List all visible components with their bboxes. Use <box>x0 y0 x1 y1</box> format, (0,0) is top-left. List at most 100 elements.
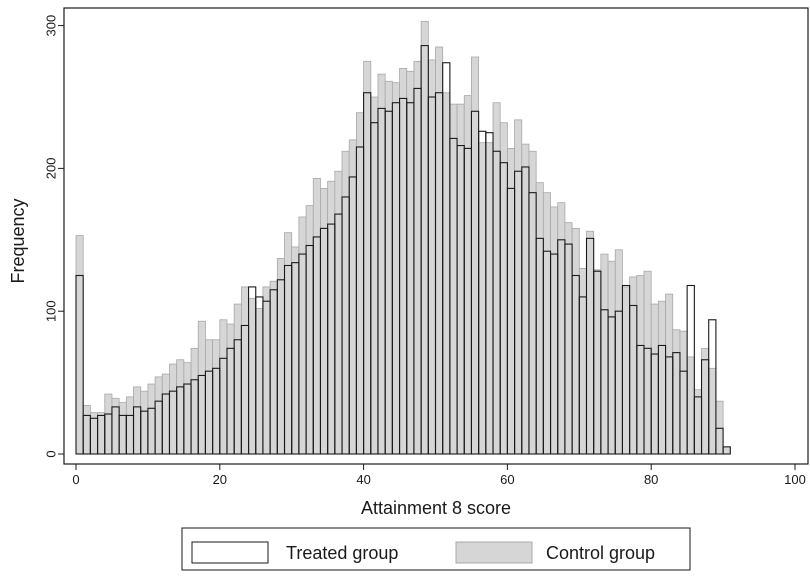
x-tick-label: 100 <box>784 472 806 487</box>
control-bar <box>701 347 710 455</box>
control-bar <box>427 59 436 455</box>
treated-bar <box>75 274 84 455</box>
legend-label: Treated group <box>286 543 398 563</box>
control-bar <box>463 95 472 455</box>
control-bar <box>377 73 386 455</box>
control-bar <box>506 148 515 455</box>
series-treated-group <box>75 45 731 455</box>
control-bar <box>679 330 688 455</box>
control-bar <box>686 356 695 455</box>
control-bar <box>650 303 659 455</box>
control-bar <box>255 307 264 455</box>
series-control-group <box>75 20 731 455</box>
control-bar <box>205 339 214 455</box>
axes-group: 0 20 40 60 80 100 0 100 200 300 <box>43 15 805 487</box>
control-bar <box>492 102 501 455</box>
control-bar <box>276 257 285 455</box>
x-axis-title: Attainment 8 score <box>361 498 511 518</box>
control-bar <box>212 339 221 455</box>
x-tick-label: 0 <box>72 472 79 487</box>
control-bar <box>161 373 170 455</box>
legend-swatch <box>455 541 533 564</box>
control-bar <box>657 300 666 455</box>
control-bar <box>722 446 731 455</box>
control-bar <box>219 319 228 455</box>
legend-label: Control group <box>546 543 655 563</box>
control-bar <box>550 206 559 455</box>
control-bar <box>471 56 480 455</box>
control-bar <box>557 202 566 455</box>
control-bar <box>248 297 257 455</box>
control-bar <box>183 362 192 455</box>
control-bar <box>593 269 602 455</box>
y-tick-label: 100 <box>43 300 58 322</box>
control-bar <box>600 253 609 455</box>
x-tick-label: 60 <box>500 472 514 487</box>
bars-group <box>75 20 731 455</box>
control-bar <box>298 216 307 455</box>
control-bar <box>578 267 587 455</box>
control-bar <box>535 182 544 455</box>
control-bar <box>97 412 106 455</box>
control-bar <box>104 393 113 455</box>
y-axis-title: Frequency <box>8 198 28 283</box>
control-bar <box>384 80 393 455</box>
treated-bar <box>722 446 731 455</box>
control-bar <box>348 139 357 455</box>
control-bar <box>622 286 631 455</box>
control-bar <box>564 222 573 455</box>
control-bar <box>399 68 408 455</box>
control-bar <box>305 205 314 455</box>
control-bar <box>542 192 551 455</box>
x-tick-label: 40 <box>356 472 370 487</box>
control-bar <box>406 70 415 455</box>
control-bar <box>370 96 379 455</box>
control-bar <box>356 112 365 455</box>
control-bar <box>327 180 336 455</box>
y-tick-label: 200 <box>43 158 58 180</box>
control-bar <box>262 286 271 455</box>
control-bar <box>629 276 638 455</box>
control-bar <box>449 103 458 455</box>
control-bar <box>82 405 91 455</box>
control-bar <box>521 143 530 455</box>
control-bar <box>435 46 444 455</box>
control-bar <box>154 376 163 455</box>
control-bar <box>233 303 242 455</box>
y-tick-label: 0 <box>43 450 58 457</box>
control-bar <box>118 402 127 455</box>
control-bar <box>499 122 508 455</box>
control-bar <box>363 60 372 455</box>
control-bar <box>571 227 580 455</box>
x-tick-label: 20 <box>213 472 227 487</box>
control-bar <box>147 383 156 455</box>
control-bar <box>442 92 451 455</box>
control-bar <box>665 293 674 455</box>
control-bar <box>708 367 717 455</box>
x-tick-label: 80 <box>644 472 658 487</box>
control-bar <box>420 20 429 455</box>
control-bar <box>693 389 702 455</box>
control-bar <box>169 363 178 455</box>
control-bar <box>413 60 422 455</box>
control-bar <box>456 103 465 455</box>
control-bar <box>75 235 84 455</box>
control-bar <box>133 386 142 455</box>
control-bar <box>715 400 724 455</box>
legend-item-treated: Treated group <box>191 541 398 564</box>
control-bar <box>485 142 494 455</box>
control-bar <box>607 260 616 455</box>
control-bar <box>269 280 278 455</box>
control-bar <box>125 396 134 455</box>
control-bar <box>291 246 300 455</box>
treated-bar <box>686 284 695 455</box>
control-bar <box>614 249 623 455</box>
control-bar <box>226 323 235 455</box>
control-bar <box>391 82 400 455</box>
control-bar <box>672 329 681 455</box>
control-bar <box>528 150 537 455</box>
control-bar <box>643 270 652 455</box>
treated-bar <box>708 319 717 455</box>
control-bar <box>140 390 149 455</box>
